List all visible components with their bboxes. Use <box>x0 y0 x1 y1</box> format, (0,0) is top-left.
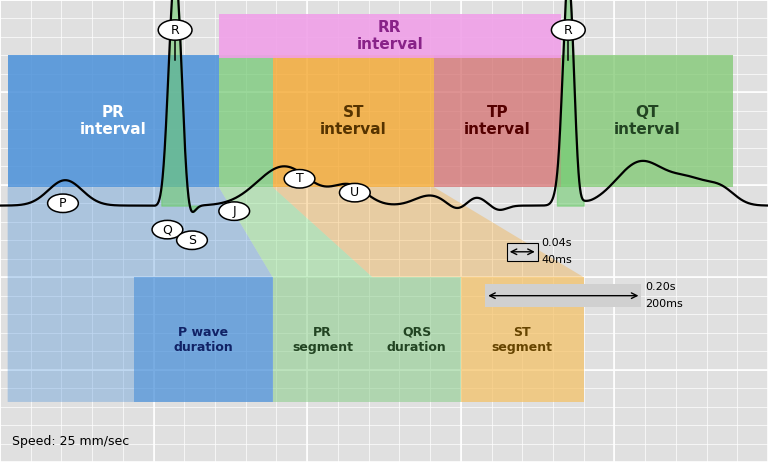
Bar <box>219 14 561 58</box>
Polygon shape <box>219 187 372 277</box>
Text: R: R <box>170 24 180 36</box>
Circle shape <box>284 170 315 188</box>
Text: QRS
duration: QRS duration <box>387 326 446 353</box>
Text: 0.20s: 0.20s <box>645 282 676 292</box>
Text: P: P <box>59 197 67 210</box>
Text: S: S <box>188 234 196 247</box>
Bar <box>8 55 219 187</box>
Text: 40ms: 40ms <box>541 255 572 265</box>
Text: Q: Q <box>163 223 172 236</box>
Circle shape <box>48 194 78 213</box>
Text: U: U <box>350 186 359 199</box>
Text: J: J <box>233 205 236 218</box>
Text: 0.04s: 0.04s <box>541 238 572 249</box>
Bar <box>273 55 434 187</box>
Bar <box>219 55 273 187</box>
Text: 200ms: 200ms <box>645 299 683 309</box>
Text: PR
segment: PR segment <box>292 326 353 353</box>
Circle shape <box>177 231 207 249</box>
Circle shape <box>152 220 183 239</box>
Bar <box>485 284 641 307</box>
Text: QT
interval: QT interval <box>614 105 680 138</box>
Bar <box>434 55 561 187</box>
Polygon shape <box>273 187 584 277</box>
Bar <box>507 243 538 261</box>
Bar <box>461 277 584 402</box>
Text: P wave
duration: P wave duration <box>174 326 233 353</box>
Text: T: T <box>296 172 303 185</box>
Circle shape <box>158 20 192 40</box>
Text: TP
interval: TP interval <box>464 105 531 138</box>
Text: R: R <box>564 24 573 36</box>
Polygon shape <box>8 187 273 402</box>
Text: RR
interval: RR interval <box>356 19 423 52</box>
Bar <box>134 277 273 402</box>
Text: PR
interval: PR interval <box>80 105 147 138</box>
Text: ST
interval: ST interval <box>320 105 386 138</box>
Circle shape <box>551 20 585 40</box>
Bar <box>561 55 733 187</box>
Text: Speed: 25 mm/sec: Speed: 25 mm/sec <box>12 435 129 448</box>
Text: ST
segment: ST segment <box>492 326 553 353</box>
Circle shape <box>339 183 370 202</box>
Circle shape <box>219 202 250 220</box>
Bar <box>372 277 461 402</box>
Bar <box>273 277 372 402</box>
